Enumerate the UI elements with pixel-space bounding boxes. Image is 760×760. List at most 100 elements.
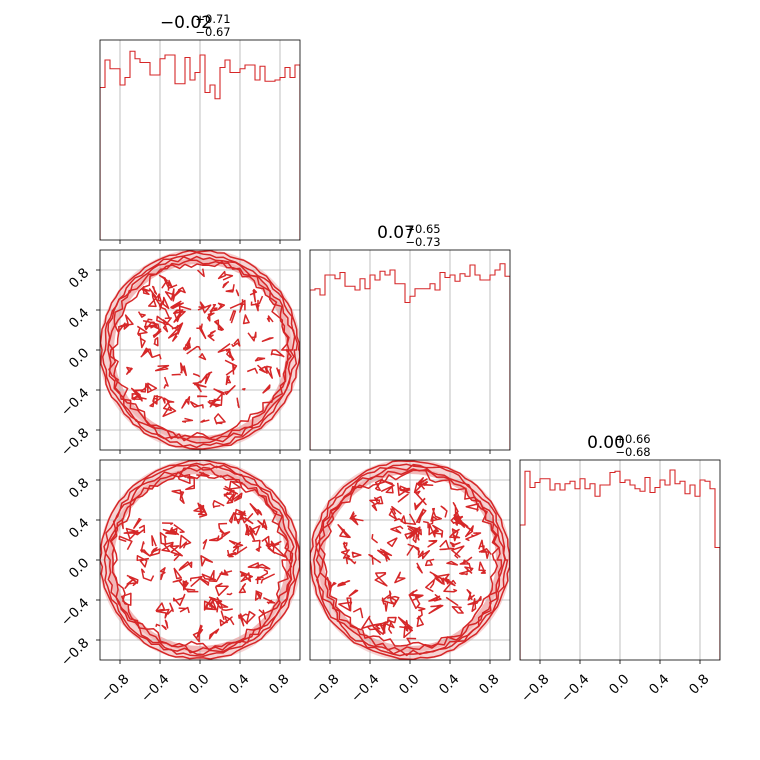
contour-island: [272, 545, 287, 558]
contour-island: [196, 471, 210, 477]
contour-island: [238, 583, 247, 594]
contour-island: [217, 531, 231, 541]
contour-island: [240, 572, 246, 577]
contour-island: [427, 539, 438, 548]
contour-island: [226, 348, 235, 362]
contour-island: [229, 310, 237, 324]
contour-island: [439, 539, 455, 551]
contour-island: [228, 511, 243, 525]
contour-island: [172, 593, 186, 607]
contour-island: [162, 405, 177, 418]
panel-title-lower: −0.67: [195, 25, 230, 39]
contour-boundary-line: [319, 469, 500, 649]
contour-boundary-line: [101, 251, 299, 449]
contour-island: [178, 606, 190, 614]
contour-layer: [100, 460, 300, 660]
contour-island: [245, 523, 250, 537]
contour-island: [233, 338, 241, 347]
contour-island: [173, 567, 182, 580]
contour-island: [414, 490, 427, 506]
contour-island: [189, 575, 203, 588]
contour-island: [224, 615, 235, 626]
contour-island: [140, 568, 155, 582]
contour-island: [256, 576, 264, 585]
histogram-steps: [310, 263, 510, 450]
contour-island: [229, 299, 244, 313]
contour-island: [369, 499, 381, 512]
contour-island: [208, 628, 220, 640]
contour-island: [225, 375, 232, 386]
contour-island: [137, 311, 146, 318]
contour-island: [480, 550, 490, 559]
contour-island: [368, 553, 382, 565]
contour-island: [161, 541, 174, 553]
contour-island: [225, 284, 235, 293]
contour-island: [443, 579, 458, 593]
contour-island: [217, 270, 227, 280]
contour-island: [173, 524, 185, 534]
contour-island: [465, 503, 479, 512]
contour-island: [118, 535, 133, 551]
contour-island: [214, 582, 229, 597]
contour-island: [459, 556, 473, 565]
contour-island: [257, 519, 268, 531]
contour-island: [163, 376, 169, 389]
contour-island: [140, 541, 145, 553]
contour-island: [239, 299, 246, 311]
contour-island: [152, 353, 162, 360]
contour-island: [428, 594, 442, 602]
contour-island: [424, 558, 435, 567]
contour-island: [276, 367, 281, 378]
contour-island: [451, 545, 465, 559]
contour-island: [264, 365, 273, 379]
contour-boundary-line: [109, 466, 294, 654]
contour-island: [406, 543, 421, 556]
contour-island: [178, 561, 193, 571]
contour-island: [416, 477, 428, 486]
contour-island: [449, 528, 461, 539]
contour-island: [464, 562, 474, 574]
panel-title-lower: −0.73: [405, 235, 440, 249]
contour-island: [224, 359, 238, 372]
contour-island: [246, 367, 259, 374]
contour-island: [340, 549, 351, 559]
contour-island: [394, 571, 406, 584]
contour-island: [224, 385, 236, 396]
contour-island: [130, 387, 143, 402]
contour-island: [445, 596, 459, 606]
contour-island: [213, 413, 226, 425]
contour-island: [121, 592, 132, 606]
contour-island: [416, 606, 426, 620]
contour-island: [192, 380, 207, 388]
contour-island: [162, 522, 174, 526]
contour-island: [212, 500, 225, 509]
contour-island: [154, 364, 170, 372]
contour-island: [158, 300, 164, 311]
contour-island: [138, 524, 146, 534]
contour-boundary-line: [100, 250, 300, 450]
contour-island: [432, 524, 444, 538]
contour-island: [249, 288, 258, 303]
contour-island: [200, 555, 214, 567]
contour-island: [238, 613, 249, 619]
contour-island: [169, 545, 183, 557]
contour-island: [397, 493, 409, 503]
contour-boundary-line: [110, 471, 290, 651]
contour-island: [226, 592, 233, 596]
contour-island: [198, 576, 210, 586]
contour-island: [212, 307, 218, 312]
contour-island: [222, 273, 234, 281]
contour-island: [150, 323, 161, 332]
marginal-param-1-panel: −0.02+0.71−0.67: [99, 12, 301, 244]
contour-island: [218, 522, 228, 535]
contour-layer: [310, 460, 510, 660]
contour-island: [374, 572, 388, 587]
contour-island: [255, 568, 269, 581]
contour-island: [374, 478, 383, 491]
contour-island: [409, 589, 424, 601]
contour-island: [133, 517, 142, 529]
contour-island: [196, 624, 204, 638]
contour-boundary-line: [315, 463, 506, 657]
panel-title-value: −0.02: [160, 13, 212, 33]
contour-island: [158, 274, 168, 289]
